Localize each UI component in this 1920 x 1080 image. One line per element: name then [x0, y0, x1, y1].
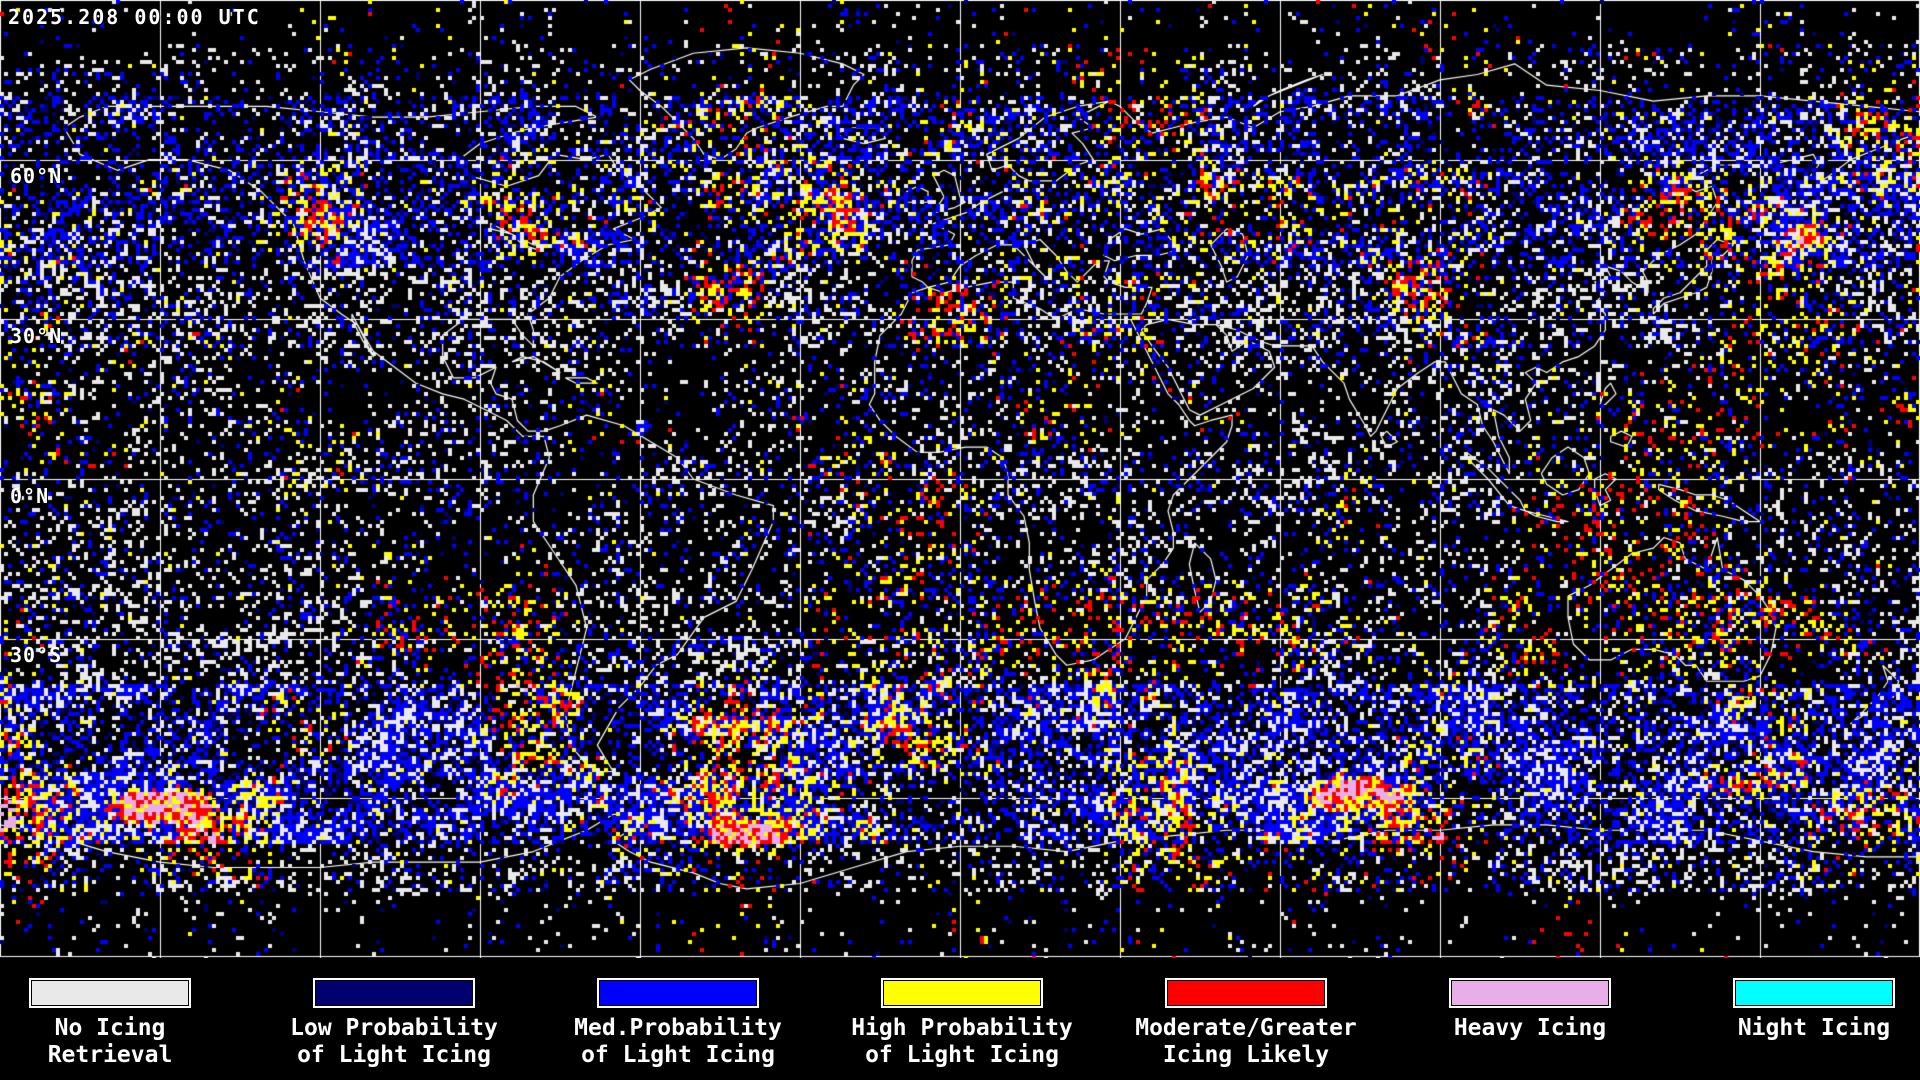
timestamp: 2025.208 00:00 UTC [8, 5, 261, 29]
legend-item-high-probability: High Probability of Light Icing [842, 958, 1082, 1069]
legend-label: Med.Probability [574, 1015, 782, 1041]
legend-label: High Probability [851, 1015, 1073, 1041]
world-icing-map [0, 0, 1920, 958]
legend-swatch-high-probability [881, 978, 1043, 1008]
legend-label: of Light Icing [865, 1042, 1059, 1068]
legend-item-no-icing: No Icing Retrieval [0, 958, 230, 1069]
legend-item-med-probability: Med.Probability of Light Icing [558, 958, 798, 1069]
legend-label: Low Probability [290, 1015, 498, 1041]
legend-label: No Icing [54, 1015, 166, 1041]
legend-label: of Light Icing [581, 1042, 775, 1068]
legend-label: Icing Likely [1162, 1042, 1330, 1068]
lat-label-60n: 60°N [10, 164, 63, 188]
legend-swatch-moderate-greater [1165, 978, 1327, 1008]
legend-label: Retrieval [47, 1042, 173, 1068]
map-area: 2025.208 00:00 UTC 60°N 30°N 0°N 30°S [0, 0, 1920, 958]
lat-label-30s: 30°S [10, 643, 63, 667]
lat-label-0n: 0°N [10, 484, 50, 508]
legend-item-moderate-greater: Moderate/Greater Icing Likely [1126, 958, 1366, 1069]
legend-label: Night Icing [1737, 1015, 1891, 1041]
legend-label: Heavy Icing [1453, 1015, 1607, 1041]
legend-item-low-probability: Low Probability of Light Icing [274, 958, 514, 1069]
legend-item-heavy-icing: Heavy Icing [1410, 958, 1650, 1042]
legend: No Icing Retrieval Low Probability of Li… [0, 958, 1920, 1080]
legend-item-night-icing: Night Icing [1694, 958, 1920, 1042]
legend-swatch-no-icing [29, 978, 191, 1008]
legend-swatch-night-icing [1733, 978, 1895, 1008]
legend-label: of Light Icing [297, 1042, 491, 1068]
legend-swatch-heavy-icing [1449, 978, 1611, 1008]
legend-label: Moderate/Greater [1135, 1015, 1357, 1041]
lat-label-30n: 30°N [10, 324, 63, 348]
legend-swatch-med-probability [597, 978, 759, 1008]
legend-swatch-low-probability [313, 978, 475, 1008]
